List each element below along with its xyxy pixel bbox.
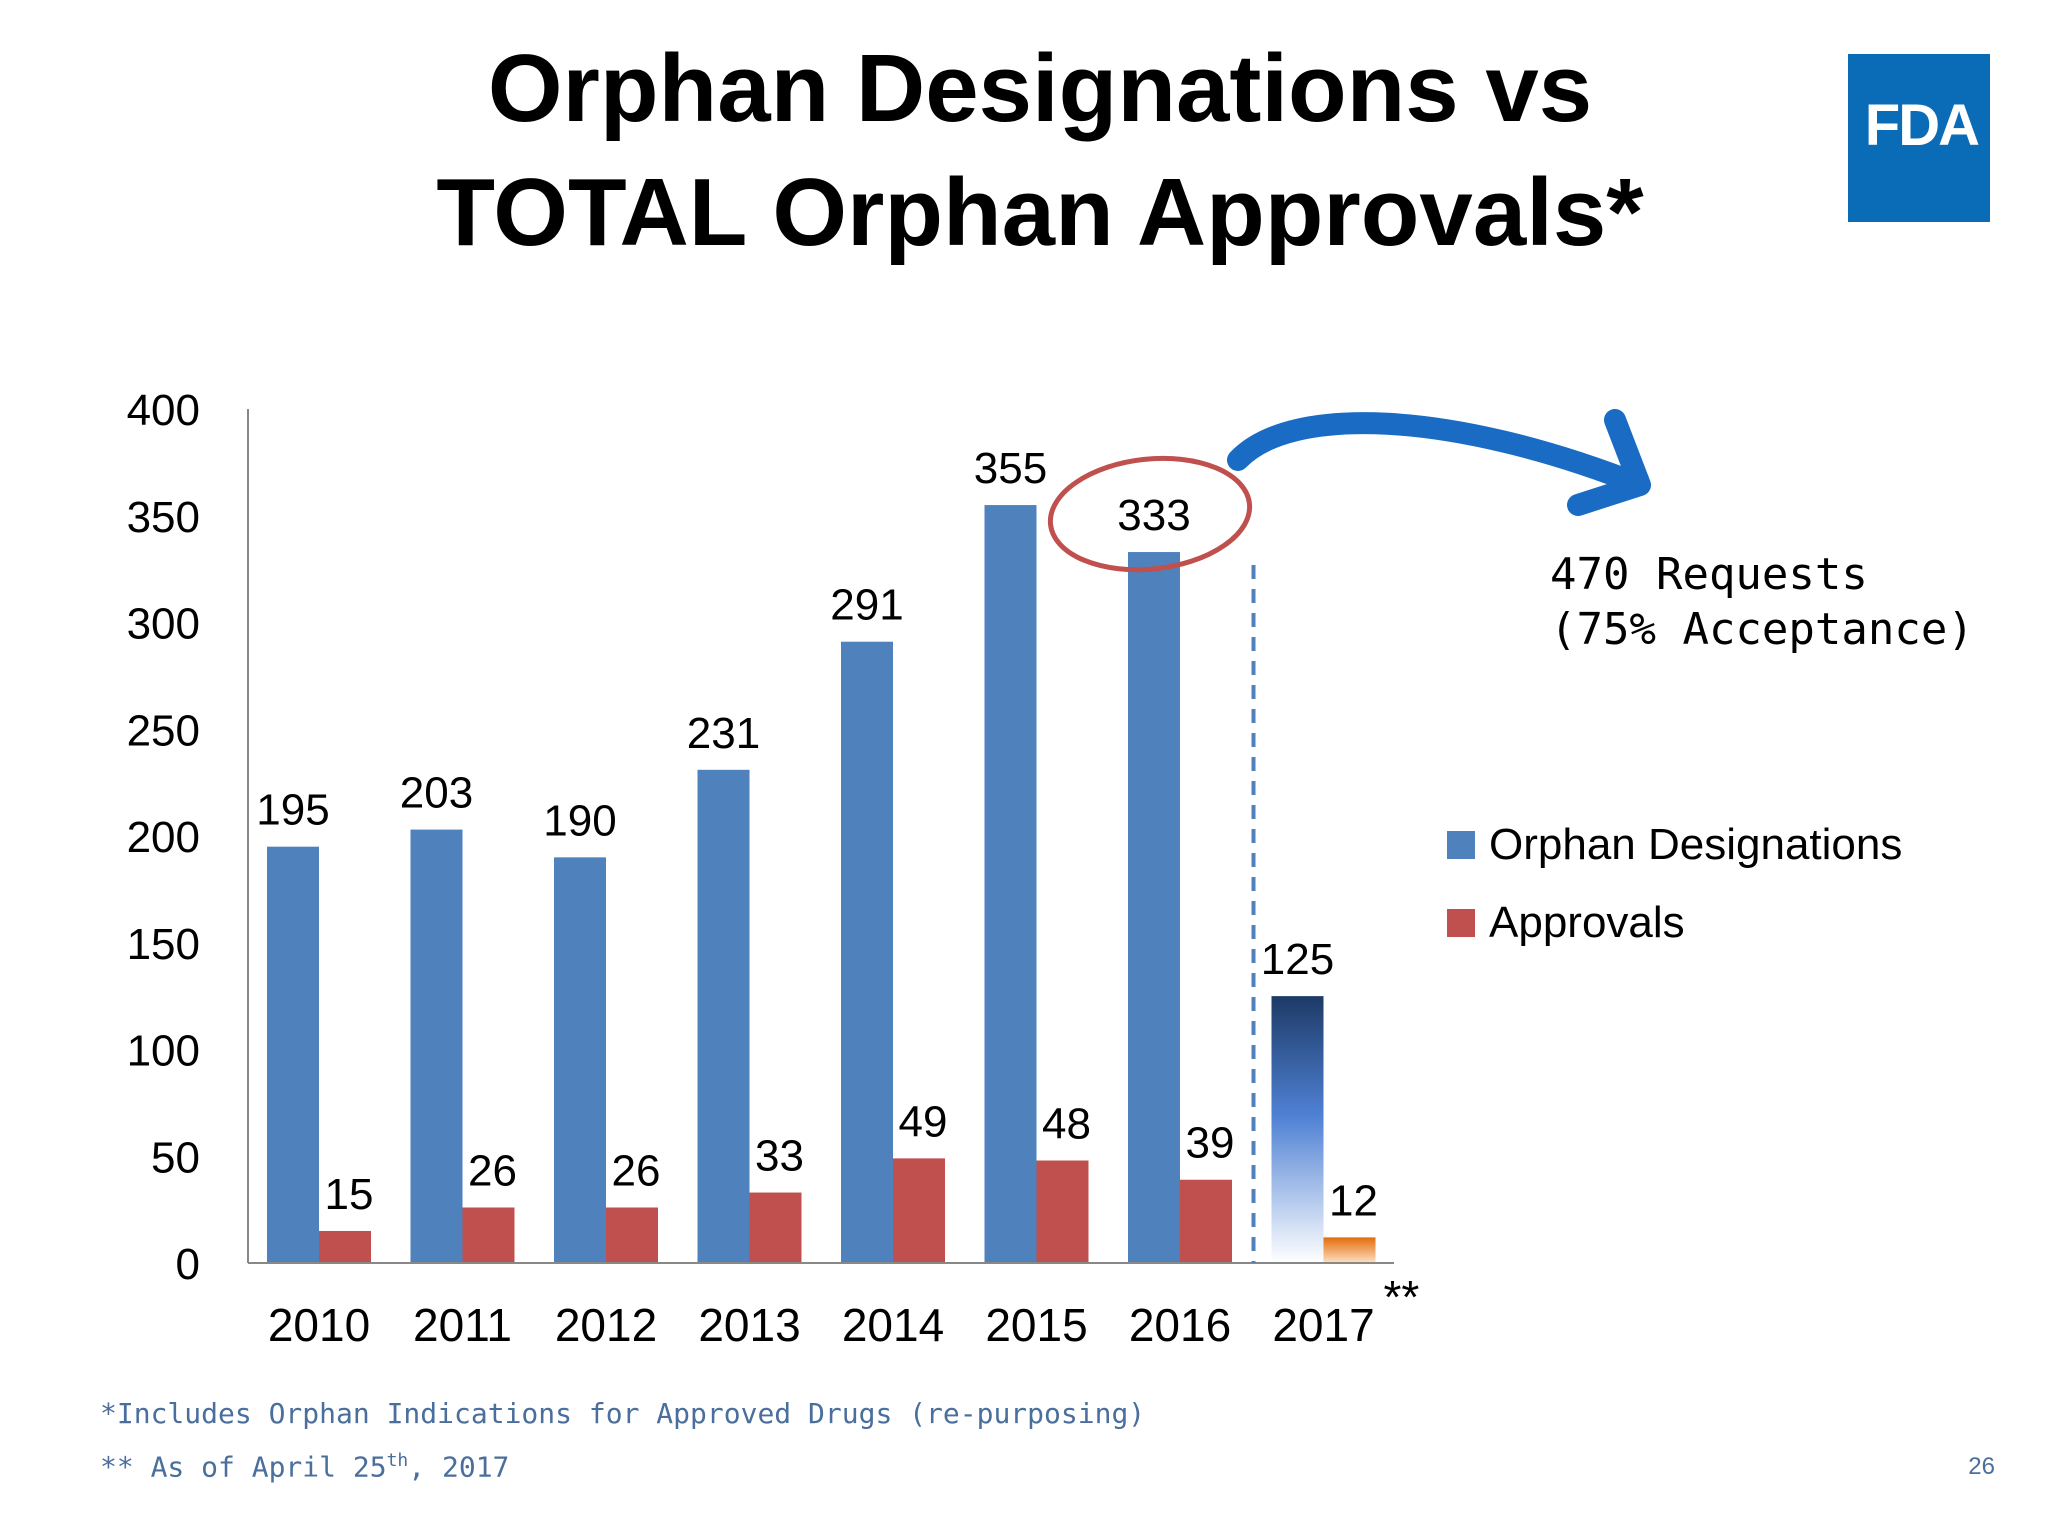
x-tick-label-2017: 2017: [1272, 1299, 1374, 1351]
bar-approvals-2016: [1180, 1179, 1232, 1263]
bar-value-label-approvals-2013: 33: [755, 1132, 804, 1181]
y-tick-label: 50: [151, 1133, 200, 1182]
x-tick-label-2014: 2014: [842, 1299, 944, 1351]
x-tick-label-2016: 2016: [1129, 1299, 1231, 1351]
bar-value-label-approvals-2014: 49: [899, 1097, 948, 1146]
bar-approvals-2010: [319, 1230, 371, 1263]
bar-designations-2017: [1271, 996, 1324, 1263]
slide-title-line1: Orphan Designations vs: [487, 35, 1593, 142]
bar-designations-2010: [267, 846, 319, 1263]
y-tick-label: 350: [127, 493, 200, 542]
y-tick-label: 400: [127, 386, 200, 435]
bar-value-label-approvals-2016: 39: [1186, 1119, 1235, 1168]
chart-legend: Orphan Designations Approvals: [1447, 806, 1902, 962]
footnote-as-of-sup: th: [386, 1450, 409, 1471]
x-tick-label-2011: 2011: [413, 1299, 512, 1351]
bar-designations-2013: [697, 769, 750, 1263]
bar-approvals-2012: [606, 1207, 658, 1263]
arrow-icon: [1227, 409, 1651, 516]
y-tick-label: 100: [127, 1027, 200, 1076]
y-tick-label: 0: [176, 1240, 200, 1289]
x-tick-label-2010: 2010: [268, 1299, 370, 1351]
bar-value-label-designations-2010: 195: [256, 786, 329, 835]
bar-designations-2012: [554, 857, 606, 1263]
footnote-includes: *Includes Orphan Indications for Approve…: [100, 1397, 1146, 1430]
legend-swatch-designations: [1447, 831, 1475, 859]
bar-value-labels: 195 15 203 26 190 26 231 33 291 49 355 48 333 39 125 12: [256, 444, 1378, 1225]
bar-designations-2014: [841, 641, 893, 1263]
page-number: 26: [1968, 1453, 1995, 1480]
bar-value-label-designations-2011: 203: [400, 769, 473, 818]
requests-annotation: 470 Requests (75% Acceptance): [1550, 548, 1974, 657]
x-tick-label-2015: 2015: [985, 1299, 1087, 1351]
annotation-line1: 470 Requests: [1550, 549, 1868, 600]
slide-title-line2: TOTAL Orphan Approvals*: [436, 159, 1644, 266]
legend-item-approvals: Approvals: [1447, 884, 1902, 962]
fda-logo: FDA: [1848, 54, 1990, 222]
y-tick-label: 300: [127, 600, 200, 649]
legend-label-approvals: Approvals: [1489, 898, 1685, 947]
bar-value-label-approvals-2012: 26: [612, 1146, 661, 1195]
footnote-as-of: ** As of April 25th, 2017: [100, 1450, 509, 1483]
bar-value-label-designations-2013: 231: [687, 709, 760, 758]
bar-approvals-2013: [749, 1192, 802, 1263]
bar-designations-2015: [984, 505, 1037, 1263]
bar-value-label-designations-2017: 125: [1261, 935, 1334, 984]
legend-swatch-approvals: [1447, 909, 1475, 937]
x-tick-label-2012: 2012: [555, 1299, 657, 1351]
highlight-circle: [1047, 455, 1253, 573]
bar-value-label-approvals-2015: 48: [1042, 1100, 1091, 1149]
bar-value-label-approvals-2017: 12: [1329, 1176, 1378, 1225]
x-axis-labels: 2010 2011 2012 2013 2014 2015 2016 2017**: [268, 1271, 1420, 1351]
x-tick-label-2013: 2013: [698, 1299, 800, 1351]
legend-label-designations: Orphan Designations: [1489, 820, 1903, 869]
y-tick-label: 200: [127, 813, 200, 862]
bar-value-label-approvals-2011: 26: [468, 1146, 517, 1195]
bar-value-label-designations-2015: 355: [974, 444, 1047, 493]
bar-approvals-2015: [1036, 1160, 1089, 1263]
annotation-line2: (75% Acceptance): [1550, 603, 1974, 655]
x-tick-label-suffix: **: [1384, 1271, 1420, 1323]
footnote-as-of-suffix: , 2017: [408, 1450, 510, 1484]
legend-item-designations: Orphan Designations: [1447, 806, 1902, 884]
y-tick-label: 150: [127, 920, 200, 969]
bar-designations-2016: [1128, 552, 1180, 1263]
bar-value-label-designations-2016: 333: [1117, 491, 1190, 540]
bar-value-label-designations-2012: 190: [543, 796, 616, 845]
y-tick-label: 250: [127, 706, 200, 755]
fda-logo-text: FDA: [1864, 93, 1980, 158]
bar-designations-2011: [410, 829, 463, 1263]
bars: [267, 505, 1376, 1263]
y-axis-ticks: 0 50 100 150 200 250 300 350 400: [127, 386, 200, 1289]
bar-approvals-2017: [1323, 1237, 1376, 1263]
bar-approvals-2014: [893, 1158, 945, 1263]
bar-value-label-approvals-2010: 15: [325, 1170, 374, 1219]
bar-value-label-designations-2014: 291: [830, 581, 903, 630]
bar-approvals-2011: [462, 1207, 515, 1263]
footnote-as-of-prefix: ** As of April 25: [100, 1450, 387, 1484]
